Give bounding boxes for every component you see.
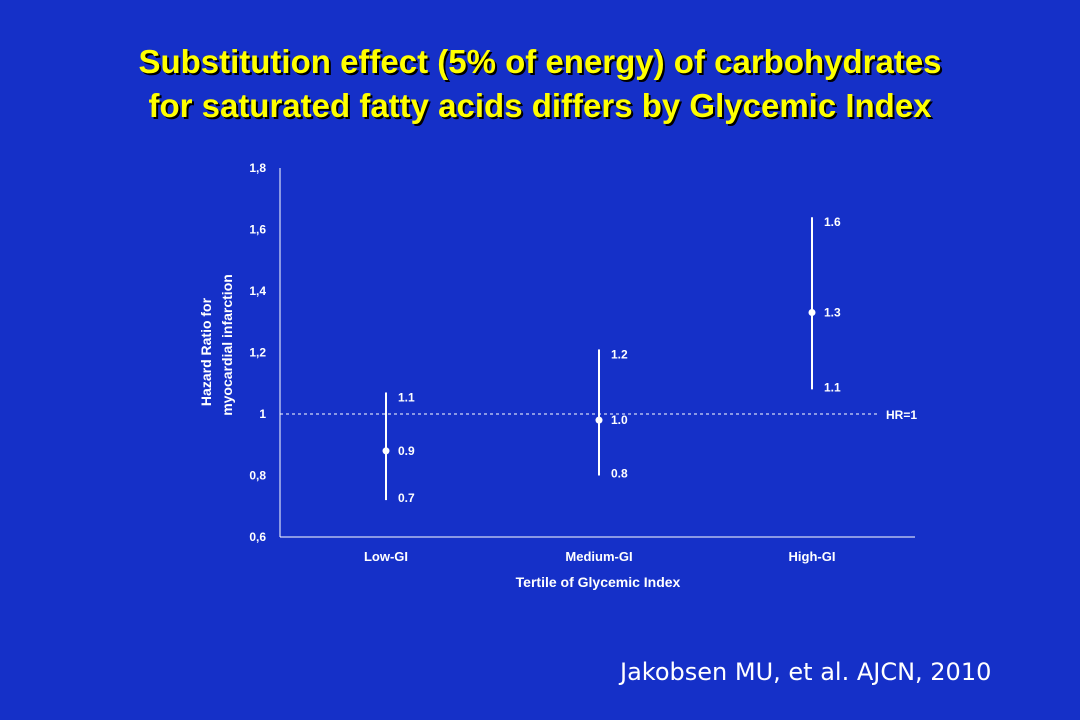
title-line-2: for saturated fatty acids differs by Gly… — [148, 87, 932, 124]
ci-low-label: 0.8 — [611, 467, 628, 481]
ci-high-label: 1.2 — [611, 347, 628, 361]
y-axis-label-line-1: Hazard Ratio for — [198, 297, 214, 406]
x-tick-label: Low-GI — [364, 549, 408, 564]
y-tick-label: 1,4 — [249, 284, 266, 298]
reference-line-group: HR=1 — [280, 408, 917, 422]
chart-axes — [279, 168, 915, 538]
slide-title: Substitution effect (5% of energy) of ca… — [0, 40, 1080, 128]
y-tick-label: 1,2 — [249, 346, 266, 360]
title-line-1: Substitution effect (5% of energy) of ca… — [138, 43, 942, 80]
hr-point — [595, 416, 603, 424]
x-tick-labels: Low-GI Medium-GI High-GI — [364, 549, 835, 564]
x-tick-label: High-GI — [789, 549, 836, 564]
ci-high-label: 1.1 — [398, 390, 415, 404]
y-tick-label: 0,8 — [249, 469, 266, 483]
hr-point — [808, 309, 816, 317]
y-tick-label: 1,8 — [249, 161, 266, 175]
y-tick-label: 1 — [259, 407, 266, 421]
data-marks: 1.1 0.9 0.7 1.2 1.0 0.8 1.6 1.3 1.1 — [382, 215, 841, 505]
hr-point — [382, 447, 390, 455]
x-axis-label: Tertile of Glycemic Index — [516, 574, 681, 590]
y-tick-label: 1,6 — [249, 223, 266, 237]
y-axis-label-line-2: myocardial infarction — [219, 274, 235, 416]
y-tick-labels: 0,6 0,8 1 1,2 1,4 1,6 1,8 — [249, 161, 266, 544]
citation: Jakobsen MU, et al. AJCN, 2010 — [620, 658, 992, 686]
ci-high-label: 1.6 — [824, 215, 841, 229]
ci-low-label: 0.7 — [398, 491, 415, 505]
hr-label: 0.9 — [398, 444, 415, 458]
hr-label: 1.3 — [824, 306, 841, 320]
x-tick-label: Medium-GI — [565, 549, 632, 564]
reference-line-label: HR=1 — [886, 408, 917, 422]
ci-low-label: 1.1 — [824, 380, 841, 394]
y-tick-label: 0,6 — [249, 530, 266, 544]
hr-label: 1.0 — [611, 413, 628, 427]
